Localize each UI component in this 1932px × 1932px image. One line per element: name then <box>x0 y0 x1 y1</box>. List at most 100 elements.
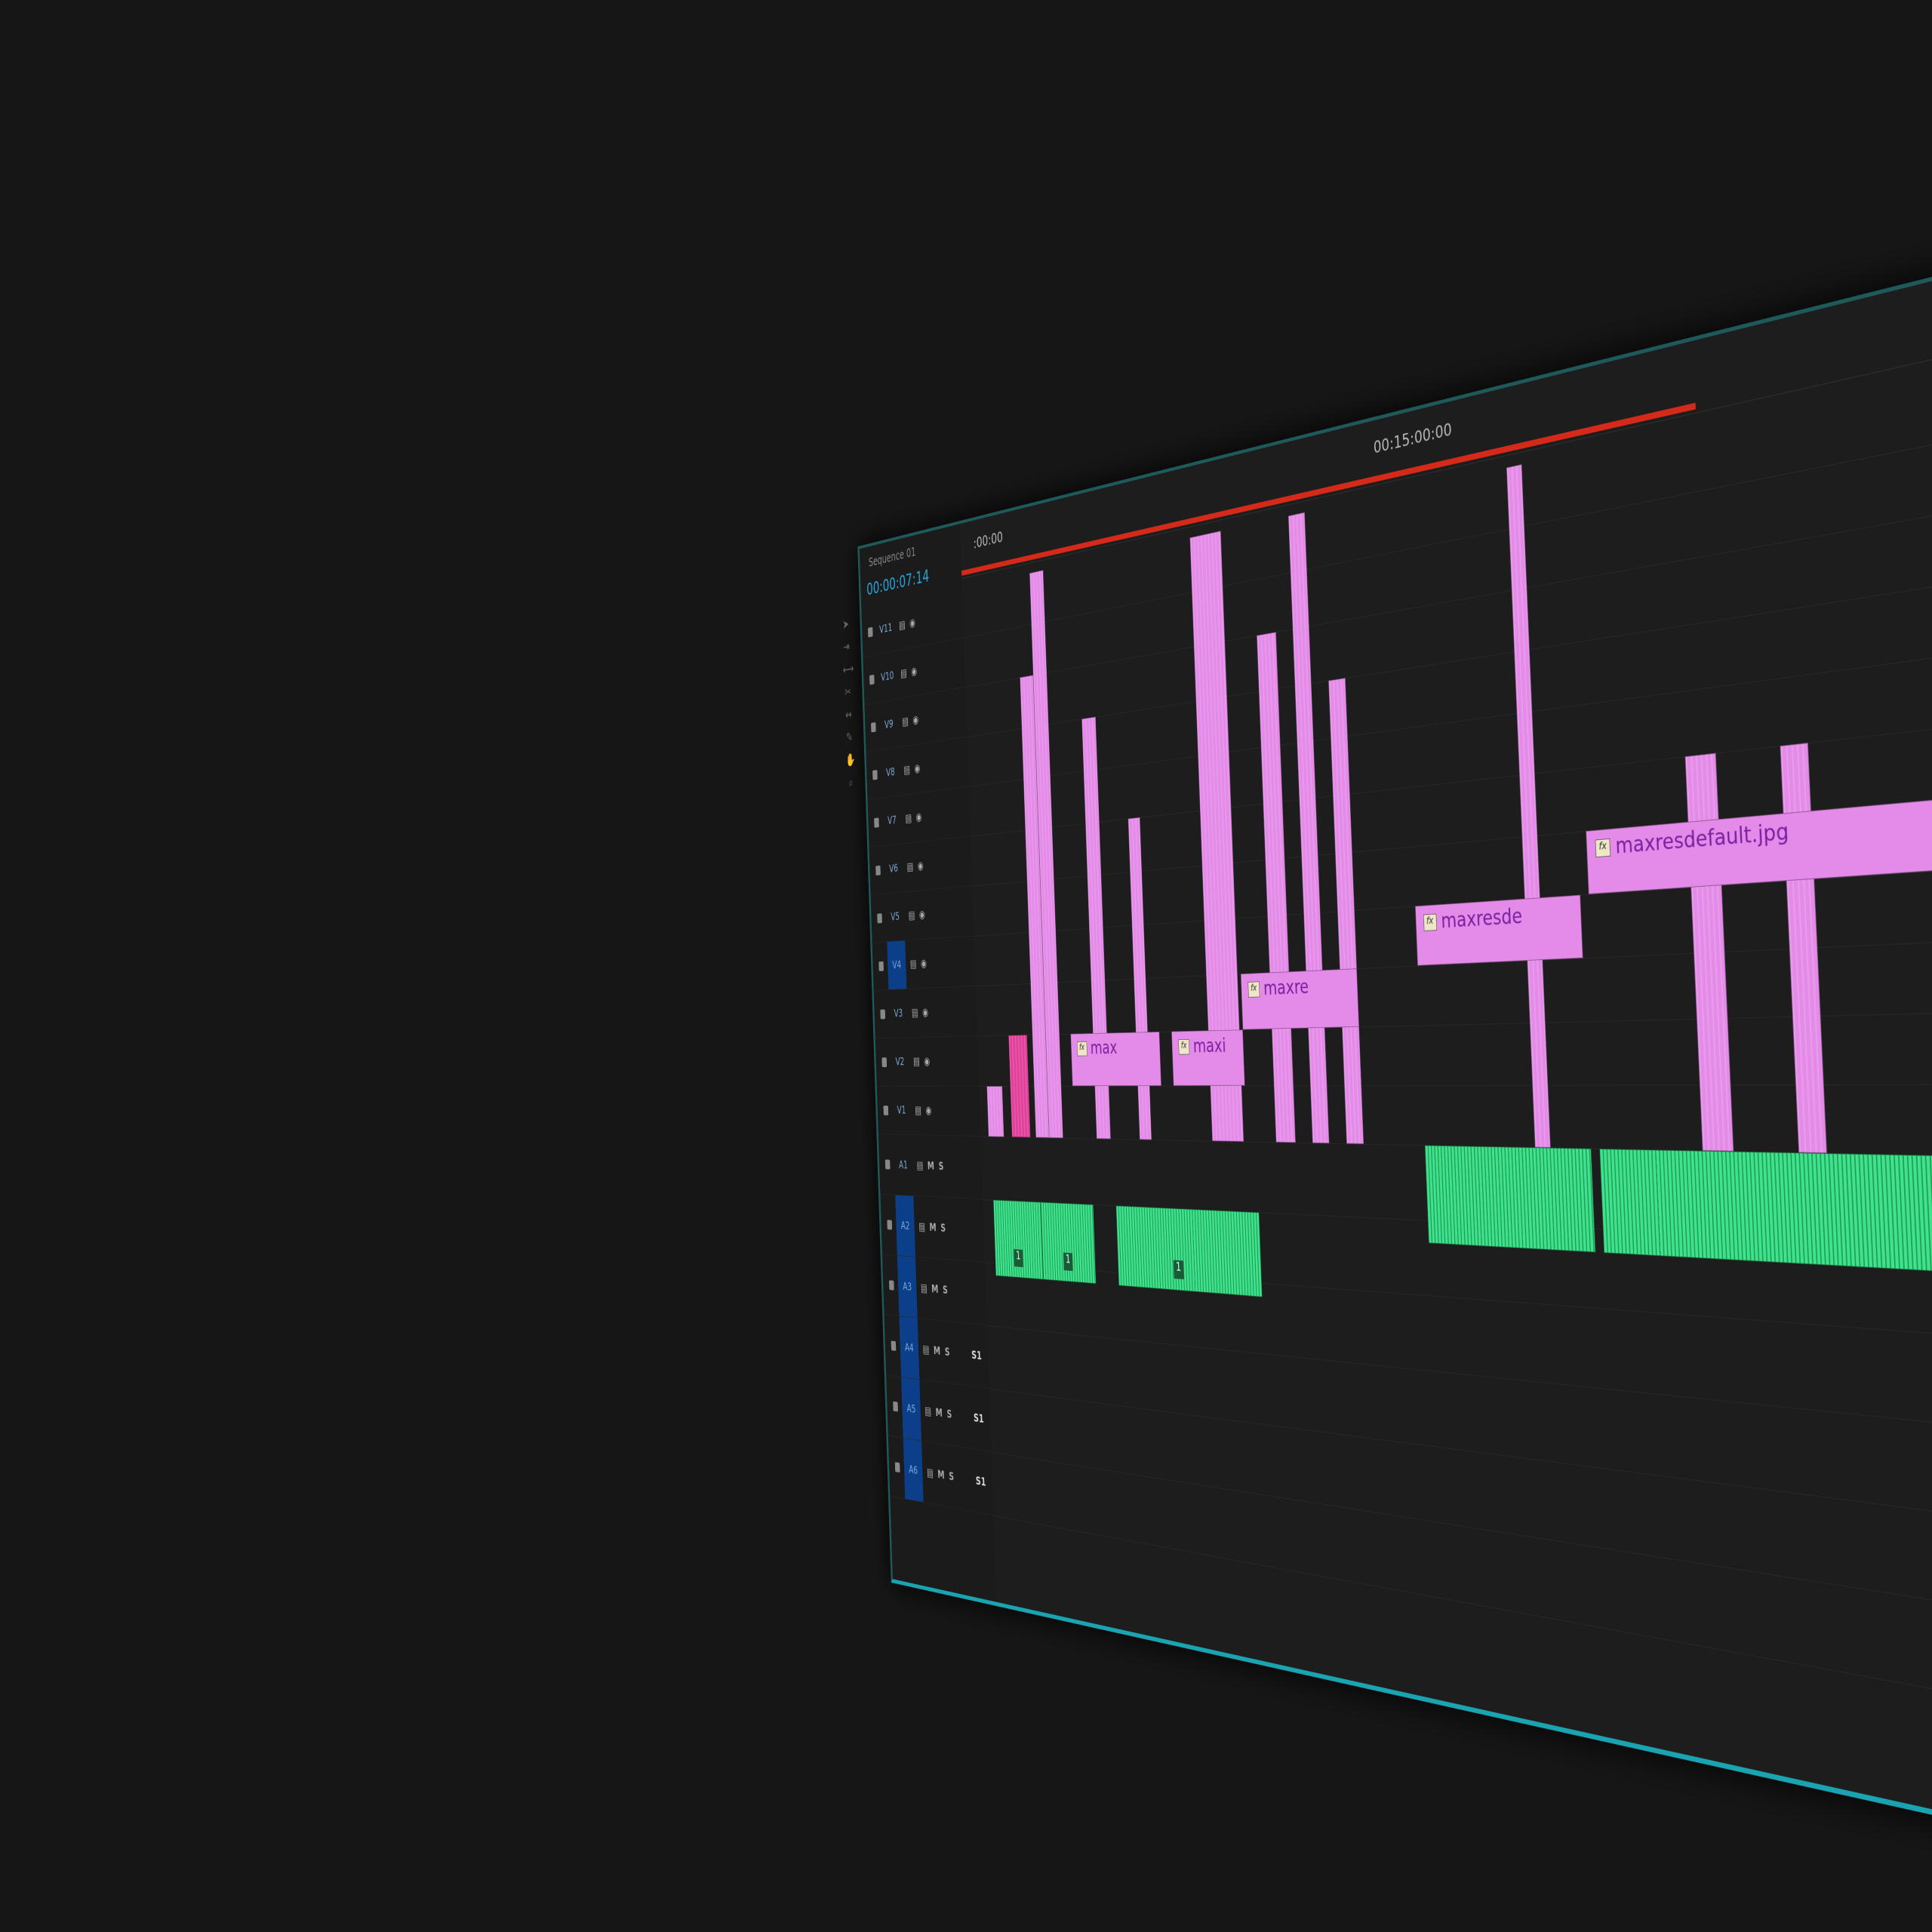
eye-icon[interactable]: ◉ <box>912 713 919 727</box>
sync-icon[interactable]: ▤ <box>912 1055 920 1068</box>
lock-icon[interactable] <box>877 912 882 924</box>
track-target[interactable]: V9 <box>884 718 894 731</box>
mute-button[interactable]: M <box>935 1406 943 1420</box>
lock-icon[interactable] <box>869 674 875 685</box>
lock-icon[interactable] <box>881 1057 888 1067</box>
stacked-clip[interactable] <box>1008 1035 1031 1138</box>
audio-clip[interactable]: 1 <box>992 1199 1044 1280</box>
tools-panel: ➤ ⇥ ⟷ ✂ ↔ ✎ ✋ ⌕ <box>841 607 861 798</box>
ruler-label-mid: 00:15:00:00 <box>1373 419 1453 458</box>
fx-badge-icon: fx <box>1247 981 1260 998</box>
lock-icon[interactable] <box>884 1159 891 1170</box>
sync-icon[interactable]: ▤ <box>922 1343 930 1356</box>
track-target[interactable]: A6 <box>903 1438 924 1503</box>
solo-button[interactable]: S <box>946 1407 952 1421</box>
track-target[interactable]: V4 <box>887 940 907 990</box>
selection-tool-icon[interactable]: ➤ <box>842 617 850 632</box>
sync-icon[interactable]: ▤ <box>906 860 914 874</box>
eye-icon[interactable]: ◉ <box>915 811 922 824</box>
eye-icon[interactable]: ◉ <box>911 665 918 678</box>
eye-icon[interactable]: ◉ <box>920 957 928 971</box>
hand-icon[interactable]: ✋ <box>845 752 856 768</box>
stacked-clip[interactable] <box>986 1086 1004 1137</box>
lock-icon[interactable] <box>883 1105 889 1115</box>
track-target[interactable]: V11 <box>878 621 893 636</box>
lock-icon[interactable] <box>872 769 878 780</box>
track-target[interactable]: A2 <box>895 1195 915 1257</box>
track-target[interactable]: V3 <box>894 1007 903 1020</box>
timeline-tracks[interactable]: :00:00 00:15:00:00 fx max fx maxi fx maxre fx m… <box>959 241 1932 1863</box>
sync-icon[interactable]: ▤ <box>911 1006 918 1020</box>
sync-icon[interactable]: ▤ <box>908 909 915 922</box>
sync-icon[interactable]: ▤ <box>916 1159 924 1172</box>
sync-icon[interactable]: ▤ <box>903 763 911 777</box>
track-target[interactable]: V8 <box>885 765 895 780</box>
eye-icon[interactable]: ◉ <box>921 1006 929 1019</box>
track-target[interactable]: V10 <box>880 669 894 685</box>
sync-icon[interactable]: ▤ <box>905 812 912 826</box>
sequence-tab[interactable]: Sequence 01 <box>868 544 916 570</box>
lock-icon[interactable] <box>894 1462 900 1473</box>
lock-icon[interactable] <box>878 961 884 971</box>
video-clip[interactable]: fx maxresde <box>1414 894 1583 966</box>
track-target[interactable]: A5 <box>901 1377 921 1441</box>
eye-icon[interactable]: ◉ <box>925 1104 932 1117</box>
sync-icon[interactable]: ▤ <box>898 618 906 632</box>
track-target[interactable]: A3 <box>897 1255 918 1318</box>
video-clip[interactable]: fx maxi <box>1171 1029 1245 1086</box>
eye-icon[interactable]: ◉ <box>909 616 916 630</box>
sync-icon[interactable]: ▤ <box>900 666 907 681</box>
track-target[interactable]: A1 <box>898 1158 909 1171</box>
lock-icon[interactable] <box>888 1280 894 1291</box>
solo-button[interactable]: S <box>942 1283 949 1297</box>
submix-label: S1 <box>971 1348 982 1363</box>
eye-icon[interactable]: ◉ <box>917 860 924 872</box>
lock-icon[interactable] <box>867 626 873 638</box>
track-target[interactable]: V2 <box>895 1055 905 1069</box>
eye-icon[interactable]: ◉ <box>918 908 926 921</box>
lock-icon[interactable] <box>880 1009 886 1020</box>
solo-button[interactable]: S <box>944 1345 950 1359</box>
eye-icon[interactable]: ◉ <box>914 761 921 776</box>
mute-button[interactable]: M <box>933 1344 941 1358</box>
ripple-edit-icon[interactable]: ⟷ <box>842 661 854 678</box>
sync-icon[interactable]: ▤ <box>902 715 909 729</box>
mute-button[interactable]: M <box>927 1159 935 1173</box>
lock-icon[interactable] <box>891 1340 897 1352</box>
sync-icon[interactable]: ▤ <box>915 1104 922 1117</box>
track-target[interactable]: V6 <box>889 862 899 875</box>
pen-icon[interactable]: ✎ <box>846 730 854 746</box>
solo-button[interactable]: S <box>938 1160 944 1173</box>
lock-icon[interactable] <box>875 865 881 875</box>
solo-button[interactable]: S <box>949 1469 955 1484</box>
mute-button[interactable]: M <box>929 1220 937 1234</box>
razor-icon[interactable]: ✂ <box>844 685 852 700</box>
slip-icon[interactable]: ↔ <box>845 707 853 723</box>
video-clip[interactable]: fx maxre <box>1240 968 1359 1030</box>
lock-icon[interactable] <box>871 721 876 733</box>
video-clip[interactable]: fx max <box>1070 1032 1161 1087</box>
zoom-icon[interactable]: ⌕ <box>848 775 854 790</box>
clip-marker: 1 <box>1014 1249 1023 1268</box>
lock-icon[interactable] <box>874 817 879 828</box>
track-select-icon[interactable]: ⇥ <box>843 639 851 655</box>
playhead-timecode[interactable]: 00:00:07:14 <box>866 565 930 600</box>
sync-icon[interactable]: ▤ <box>918 1220 926 1233</box>
audio-clip[interactable]: 1 <box>1041 1201 1097 1284</box>
sync-icon[interactable]: ▤ <box>926 1466 934 1480</box>
eye-icon[interactable]: ◉ <box>924 1055 931 1068</box>
lock-icon[interactable] <box>887 1220 893 1230</box>
sync-icon[interactable]: ▤ <box>924 1404 932 1418</box>
sync-icon[interactable]: ▤ <box>920 1281 928 1295</box>
lock-icon[interactable] <box>893 1401 898 1412</box>
audio-clip[interactable] <box>1424 1145 1596 1253</box>
track-target[interactable]: V7 <box>887 814 897 827</box>
solo-button[interactable]: S <box>940 1221 946 1235</box>
track-target[interactable]: V1 <box>897 1104 906 1117</box>
sync-icon[interactable]: ▤ <box>909 958 917 971</box>
audio-clip[interactable]: 1 <box>1115 1205 1263 1297</box>
mute-button[interactable]: M <box>937 1468 945 1482</box>
track-target[interactable]: A4 <box>899 1316 920 1380</box>
mute-button[interactable]: M <box>931 1282 939 1296</box>
track-target[interactable]: V5 <box>891 910 900 924</box>
